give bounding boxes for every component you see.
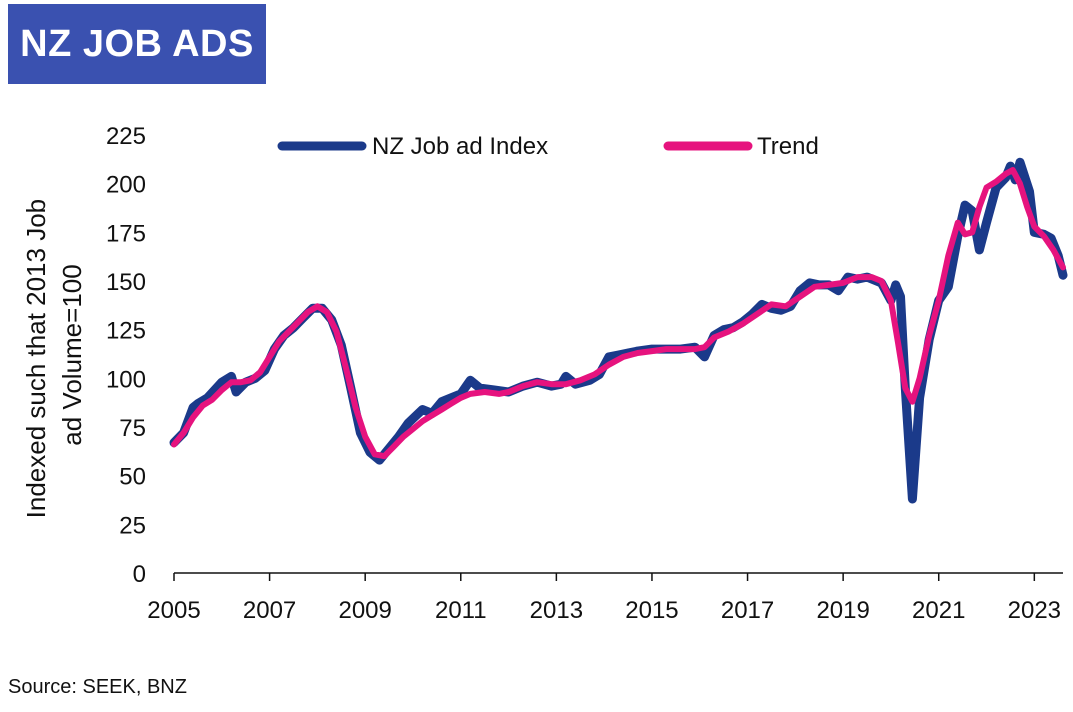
y-tick-label: 225 xyxy=(106,123,146,150)
y-tick-label: 25 xyxy=(119,512,146,539)
x-tick-label: 2011 xyxy=(435,597,487,624)
y-tick-label: 75 xyxy=(119,415,146,442)
legend-label-trend: Trend xyxy=(757,133,819,160)
y-tick-label: 50 xyxy=(119,464,146,491)
y-tick-label: 100 xyxy=(106,366,146,393)
x-tick-label: 2015 xyxy=(625,597,678,624)
y-tick-label: 0 xyxy=(133,561,146,588)
x-tick-label: 2013 xyxy=(530,597,583,624)
y-tick-label: 175 xyxy=(106,220,146,247)
page-title: NZ JOB ADS xyxy=(20,22,254,65)
y-tick-label: 200 xyxy=(106,172,146,199)
x-tick-label: 2023 xyxy=(1008,597,1061,624)
source-note: Source: SEEK, BNZ xyxy=(8,676,187,698)
x-tick-label: 2017 xyxy=(721,597,774,624)
chart-series xyxy=(169,157,1068,504)
x-tick-label: 2021 xyxy=(912,597,965,624)
chart-title-banner: NZ JOB ADS xyxy=(8,4,266,84)
y-tick-label: 150 xyxy=(106,269,146,296)
x-tick-label: 2005 xyxy=(147,597,200,624)
series-line-trend xyxy=(171,167,1066,460)
chart-legend: NZ Job ad Index Trend xyxy=(277,133,819,160)
y-axis-title: Indexed such that 2013 Job ad Volume=100 xyxy=(21,192,87,519)
y-tick-label: 125 xyxy=(106,318,146,345)
legend-label-index: NZ Job ad Index xyxy=(372,133,548,160)
x-tick-label: 2009 xyxy=(338,597,391,624)
x-tick-label: 2019 xyxy=(816,597,869,624)
chart-axes: 0 25 50 75 100 125 150 175 200 225 2005 2007 2009 201… xyxy=(106,123,1063,624)
x-tick-label: 2007 xyxy=(243,597,296,624)
